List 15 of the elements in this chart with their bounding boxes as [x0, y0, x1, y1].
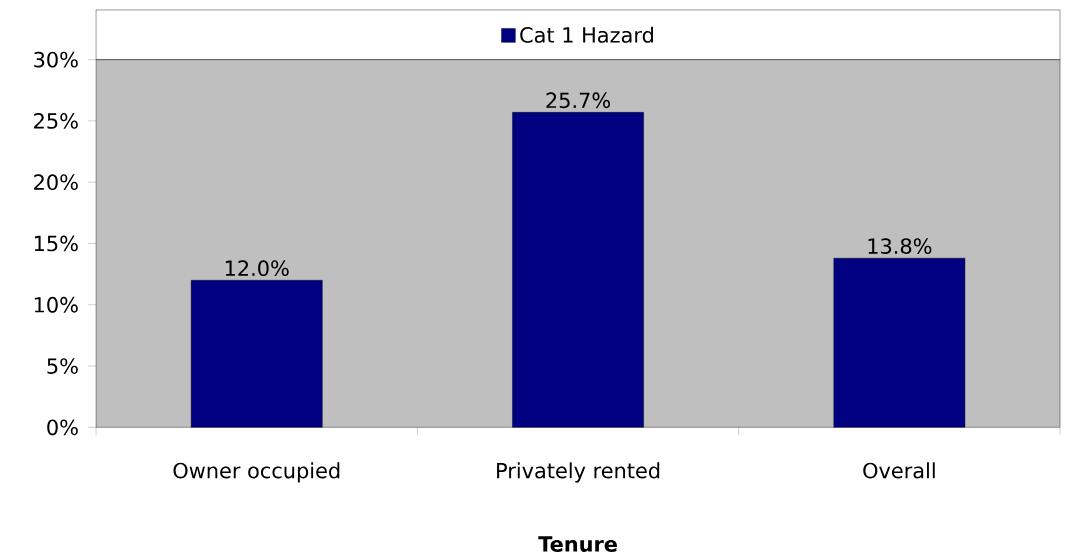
legend-label: Cat 1 Hazard	[520, 26, 653, 43]
y-tick-label: 25%	[34, 113, 78, 129]
y-tick-label: 5%	[47, 358, 78, 375]
y-tick-label: 10%	[34, 296, 78, 313]
y-tick-label: 30%	[34, 51, 78, 68]
y-tick-label: 0%	[47, 419, 78, 436]
data-label: 13.8%	[868, 238, 932, 255]
y-tick-label: 20%	[34, 174, 78, 191]
y-tick-label: 15%	[34, 235, 78, 252]
data-label: 12.0%	[225, 260, 289, 277]
x-tick-label: Overall	[863, 462, 935, 479]
x-tick-label: Owner occupied	[173, 462, 340, 483]
x-axis-title: Tenure	[538, 536, 617, 552]
x-tick-label: Privately rented	[497, 462, 660, 483]
data-label: 25.7%	[546, 92, 611, 109]
